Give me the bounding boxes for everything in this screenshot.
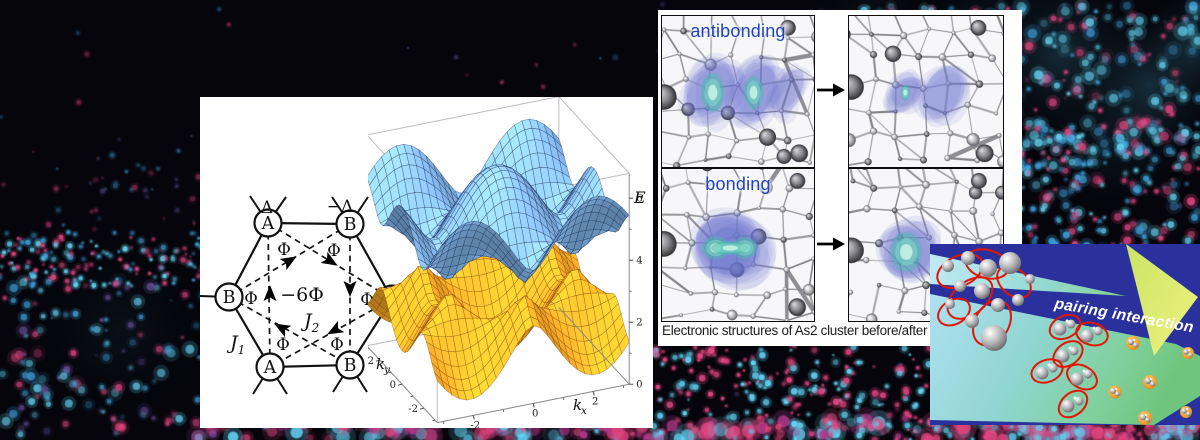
center-flux-label: −6Φ bbox=[280, 284, 324, 306]
electron-sphere bbox=[1150, 381, 1155, 387]
electron-sphere bbox=[1025, 274, 1035, 284]
flux-direction-arrows bbox=[263, 251, 357, 338]
model-figure-panel: A B A B A B Δ −Δ Φ Φ Φ Φ Φ Φ −6Φ J1 J2 bbox=[200, 97, 653, 428]
transition-arrow bbox=[816, 236, 846, 252]
site-label-b: B bbox=[344, 215, 357, 235]
spark-dot bbox=[1092, 326, 1096, 330]
bonding-label: bonding bbox=[705, 174, 771, 194]
electron-sphere bbox=[999, 252, 1021, 274]
electron-sphere bbox=[1133, 342, 1138, 348]
electron-sphere bbox=[1093, 326, 1103, 336]
flux-label: Φ bbox=[276, 335, 290, 354]
electron-sphere bbox=[1012, 294, 1024, 306]
site-label-b: B bbox=[344, 356, 357, 376]
orbit-ellipse bbox=[1075, 321, 1109, 347]
spark-dot bbox=[1133, 339, 1135, 341]
electron-sphere bbox=[1080, 329, 1094, 343]
electron-sphere bbox=[1035, 366, 1049, 380]
j2-coupling-label: J2 bbox=[300, 310, 319, 335]
electron-sphere bbox=[945, 299, 955, 309]
electron-sphere bbox=[991, 298, 1005, 312]
electron-sphere bbox=[1139, 413, 1147, 421]
electron-sphere bbox=[961, 251, 975, 265]
spark-dot bbox=[1150, 378, 1152, 380]
antibonding-label: antibonding bbox=[690, 21, 786, 41]
cluster-render bbox=[849, 16, 1003, 167]
j1-coupling-label: J1 bbox=[226, 332, 245, 357]
spark-dot bbox=[1145, 414, 1147, 416]
site-label-a: A bbox=[261, 214, 275, 234]
cluster-render bbox=[662, 16, 814, 167]
electron-sphere bbox=[1061, 399, 1075, 413]
orbit-ellipse bbox=[936, 253, 984, 289]
orbit-ellipse bbox=[996, 265, 1032, 299]
flux-label: Φ bbox=[244, 289, 258, 308]
spark-dot bbox=[1047, 363, 1051, 367]
bonding-before-image: bonding bbox=[661, 168, 815, 322]
electron-sphere bbox=[1144, 377, 1152, 385]
site-label-a: A bbox=[263, 358, 277, 378]
spark-dot bbox=[1115, 388, 1117, 390]
onsite-energy-label: −Δ bbox=[327, 197, 354, 217]
spark-dot bbox=[1082, 369, 1086, 373]
electron-sphere bbox=[1145, 417, 1150, 423]
spark-dot bbox=[1065, 319, 1069, 323]
electron-sphere bbox=[1066, 319, 1076, 329]
right-arrow-icon bbox=[817, 83, 845, 97]
electron-sphere bbox=[1110, 388, 1116, 394]
electron-sphere bbox=[1183, 349, 1189, 355]
figure-caption: Electronic structures of As2 cluster bef… bbox=[662, 323, 955, 338]
electron-sphere bbox=[1115, 391, 1120, 397]
electron-pairs-group bbox=[936, 248, 1194, 425]
electron-sphere bbox=[1070, 372, 1084, 386]
electron-sphere bbox=[1056, 349, 1070, 363]
site-label-b: B bbox=[223, 288, 236, 308]
pairing-interaction-panel: pairing interaction bbox=[930, 244, 1200, 425]
electron-sphere bbox=[965, 314, 979, 328]
spark-dot bbox=[1188, 349, 1190, 351]
electron-sphere bbox=[974, 283, 990, 299]
flux-label: Φ bbox=[327, 241, 341, 260]
electron-sphere bbox=[1181, 408, 1187, 414]
spark-dot bbox=[1068, 346, 1072, 350]
cluster-render bbox=[662, 169, 814, 321]
electron-sphere bbox=[979, 259, 997, 277]
electron-sphere bbox=[942, 260, 954, 272]
orbit-ellipse bbox=[1057, 389, 1089, 419]
transition-arrow bbox=[816, 82, 846, 98]
electron-sphere bbox=[1188, 352, 1193, 358]
spark-dot bbox=[1186, 408, 1188, 410]
electron-sphere bbox=[981, 325, 1007, 351]
spark-dot bbox=[1073, 396, 1077, 400]
electron-sphere bbox=[1127, 338, 1135, 346]
electron-sphere bbox=[954, 280, 966, 292]
orbit-ellipse bbox=[1030, 358, 1064, 384]
big-arrow-head bbox=[1126, 244, 1198, 356]
electron-sphere bbox=[1186, 411, 1191, 417]
antibonding-before-image: antibonding bbox=[661, 15, 815, 168]
electron-sphere bbox=[1074, 396, 1084, 406]
onsite-energy-label: Δ bbox=[261, 198, 273, 218]
antibonding-after-image bbox=[848, 15, 1004, 168]
electron-sphere bbox=[1069, 346, 1079, 356]
electron-sphere bbox=[1053, 322, 1067, 336]
right-arrow-icon bbox=[817, 237, 845, 251]
orbit-ellipse bbox=[1066, 363, 1098, 391]
orbit-ellipse bbox=[1048, 313, 1082, 341]
orbit-ellipse bbox=[1052, 340, 1084, 368]
electron-sphere bbox=[1083, 369, 1093, 379]
flux-label: Φ bbox=[277, 240, 291, 259]
electron-sphere bbox=[1048, 363, 1058, 373]
band-structure-3d-plot bbox=[368, 97, 653, 428]
flux-label: Φ bbox=[330, 335, 344, 354]
